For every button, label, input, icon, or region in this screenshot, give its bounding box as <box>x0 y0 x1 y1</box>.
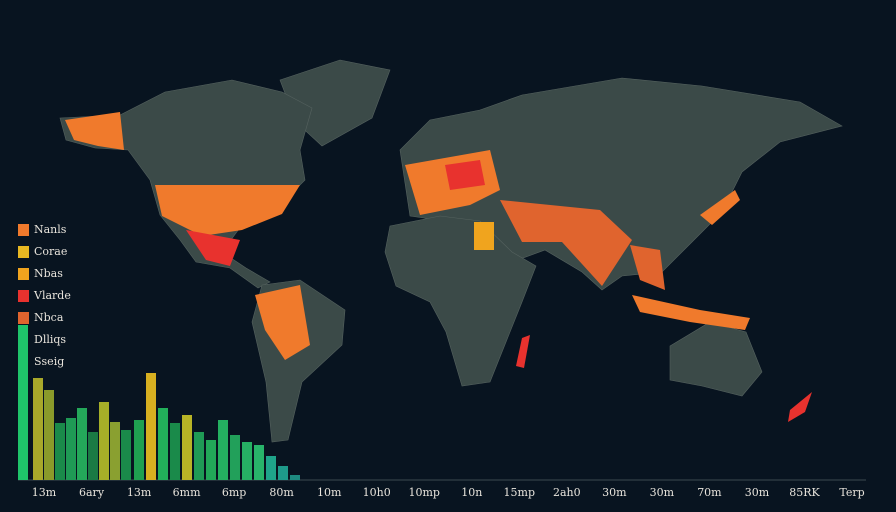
bar <box>110 422 120 480</box>
region-usa <box>155 185 300 236</box>
legend-swatch <box>18 268 29 280</box>
world-map <box>59 59 843 443</box>
bar <box>254 445 264 480</box>
legend-swatch <box>18 224 29 236</box>
x-label: 70m <box>697 486 722 499</box>
bar <box>146 373 156 480</box>
x-label: 6ary <box>79 486 105 499</box>
bar-chart: Nanls Corae Nbas Vlarde Nbca Dlliqs Sseig 13m 6a… <box>18 223 865 499</box>
legend-label: Corae <box>34 245 67 258</box>
x-label: 30m <box>602 486 627 499</box>
bar <box>242 442 252 480</box>
bar <box>121 430 131 480</box>
bar <box>170 423 180 480</box>
bar <box>66 418 76 480</box>
x-label: 6mm <box>173 486 201 499</box>
legend-label: Nanls <box>34 223 67 236</box>
x-label: 85RK <box>789 486 820 499</box>
legend-swatch <box>18 312 29 324</box>
legend-label: Vlarde <box>33 289 71 302</box>
x-label: 10n <box>461 486 482 499</box>
bar <box>158 408 168 480</box>
bar <box>182 415 192 480</box>
region-egypt <box>474 222 494 250</box>
bar <box>290 475 300 480</box>
bar <box>88 432 98 480</box>
x-label: 30m <box>745 486 770 499</box>
bar <box>230 435 240 480</box>
bar <box>99 402 109 480</box>
x-label: Terp <box>839 486 864 499</box>
legend-label: Nbas <box>34 267 63 280</box>
legend-label: Nbca <box>34 311 64 324</box>
region-se-asia <box>630 245 665 290</box>
region-mexico <box>186 230 240 266</box>
x-label: 30m <box>650 486 675 499</box>
bar <box>194 432 204 480</box>
bar <box>18 325 28 480</box>
legend-swatch <box>18 246 29 258</box>
region-central-europe <box>445 160 485 190</box>
x-label: 2ah0 <box>553 486 581 499</box>
bar <box>77 408 87 480</box>
bar <box>278 466 288 480</box>
bar <box>44 390 54 480</box>
legend-swatch <box>18 290 29 302</box>
bar <box>33 378 43 480</box>
x-label: 15mp <box>504 486 535 499</box>
region-south-america <box>255 285 310 360</box>
x-label: 13m <box>127 486 152 499</box>
x-label: 10h0 <box>363 486 391 499</box>
bar <box>206 440 216 480</box>
region-madagascar <box>516 335 530 368</box>
bar <box>134 420 144 480</box>
x-label: 10m <box>317 486 342 499</box>
x-label: 80m <box>269 486 294 499</box>
legend-label: Sseig <box>34 355 64 368</box>
bar <box>55 423 65 480</box>
region-alaska <box>65 112 124 150</box>
region-new-zealand <box>788 392 812 422</box>
bar <box>218 420 228 480</box>
bar <box>266 456 276 480</box>
x-label: 10mp <box>408 486 439 499</box>
region-indonesia <box>632 295 750 330</box>
legend-label: Dlliqs <box>34 333 66 346</box>
x-label: 13m <box>32 486 57 499</box>
region-middle-east <box>500 200 632 286</box>
region-japan <box>700 190 740 225</box>
x-label: 6mp <box>222 486 246 499</box>
